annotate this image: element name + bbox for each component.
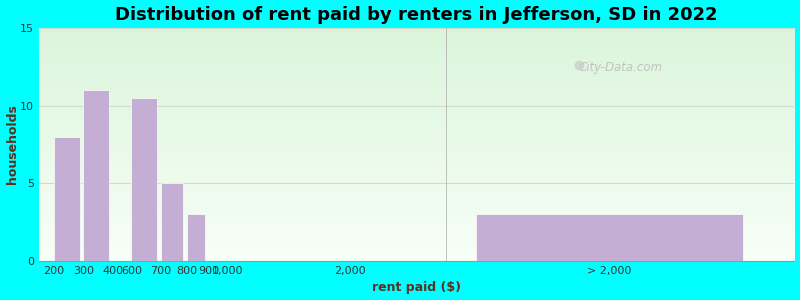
- Bar: [54, 137, 79, 261]
- Bar: [161, 183, 183, 261]
- Bar: [476, 214, 742, 261]
- Bar: [131, 98, 158, 261]
- Y-axis label: households: households: [6, 104, 18, 184]
- Title: Distribution of rent paid by renters in Jefferson, SD in 2022: Distribution of rent paid by renters in …: [115, 6, 718, 24]
- Bar: [187, 214, 206, 261]
- Bar: [83, 90, 109, 261]
- X-axis label: rent paid ($): rent paid ($): [372, 281, 461, 294]
- Text: City-Data.com: City-Data.com: [578, 61, 662, 74]
